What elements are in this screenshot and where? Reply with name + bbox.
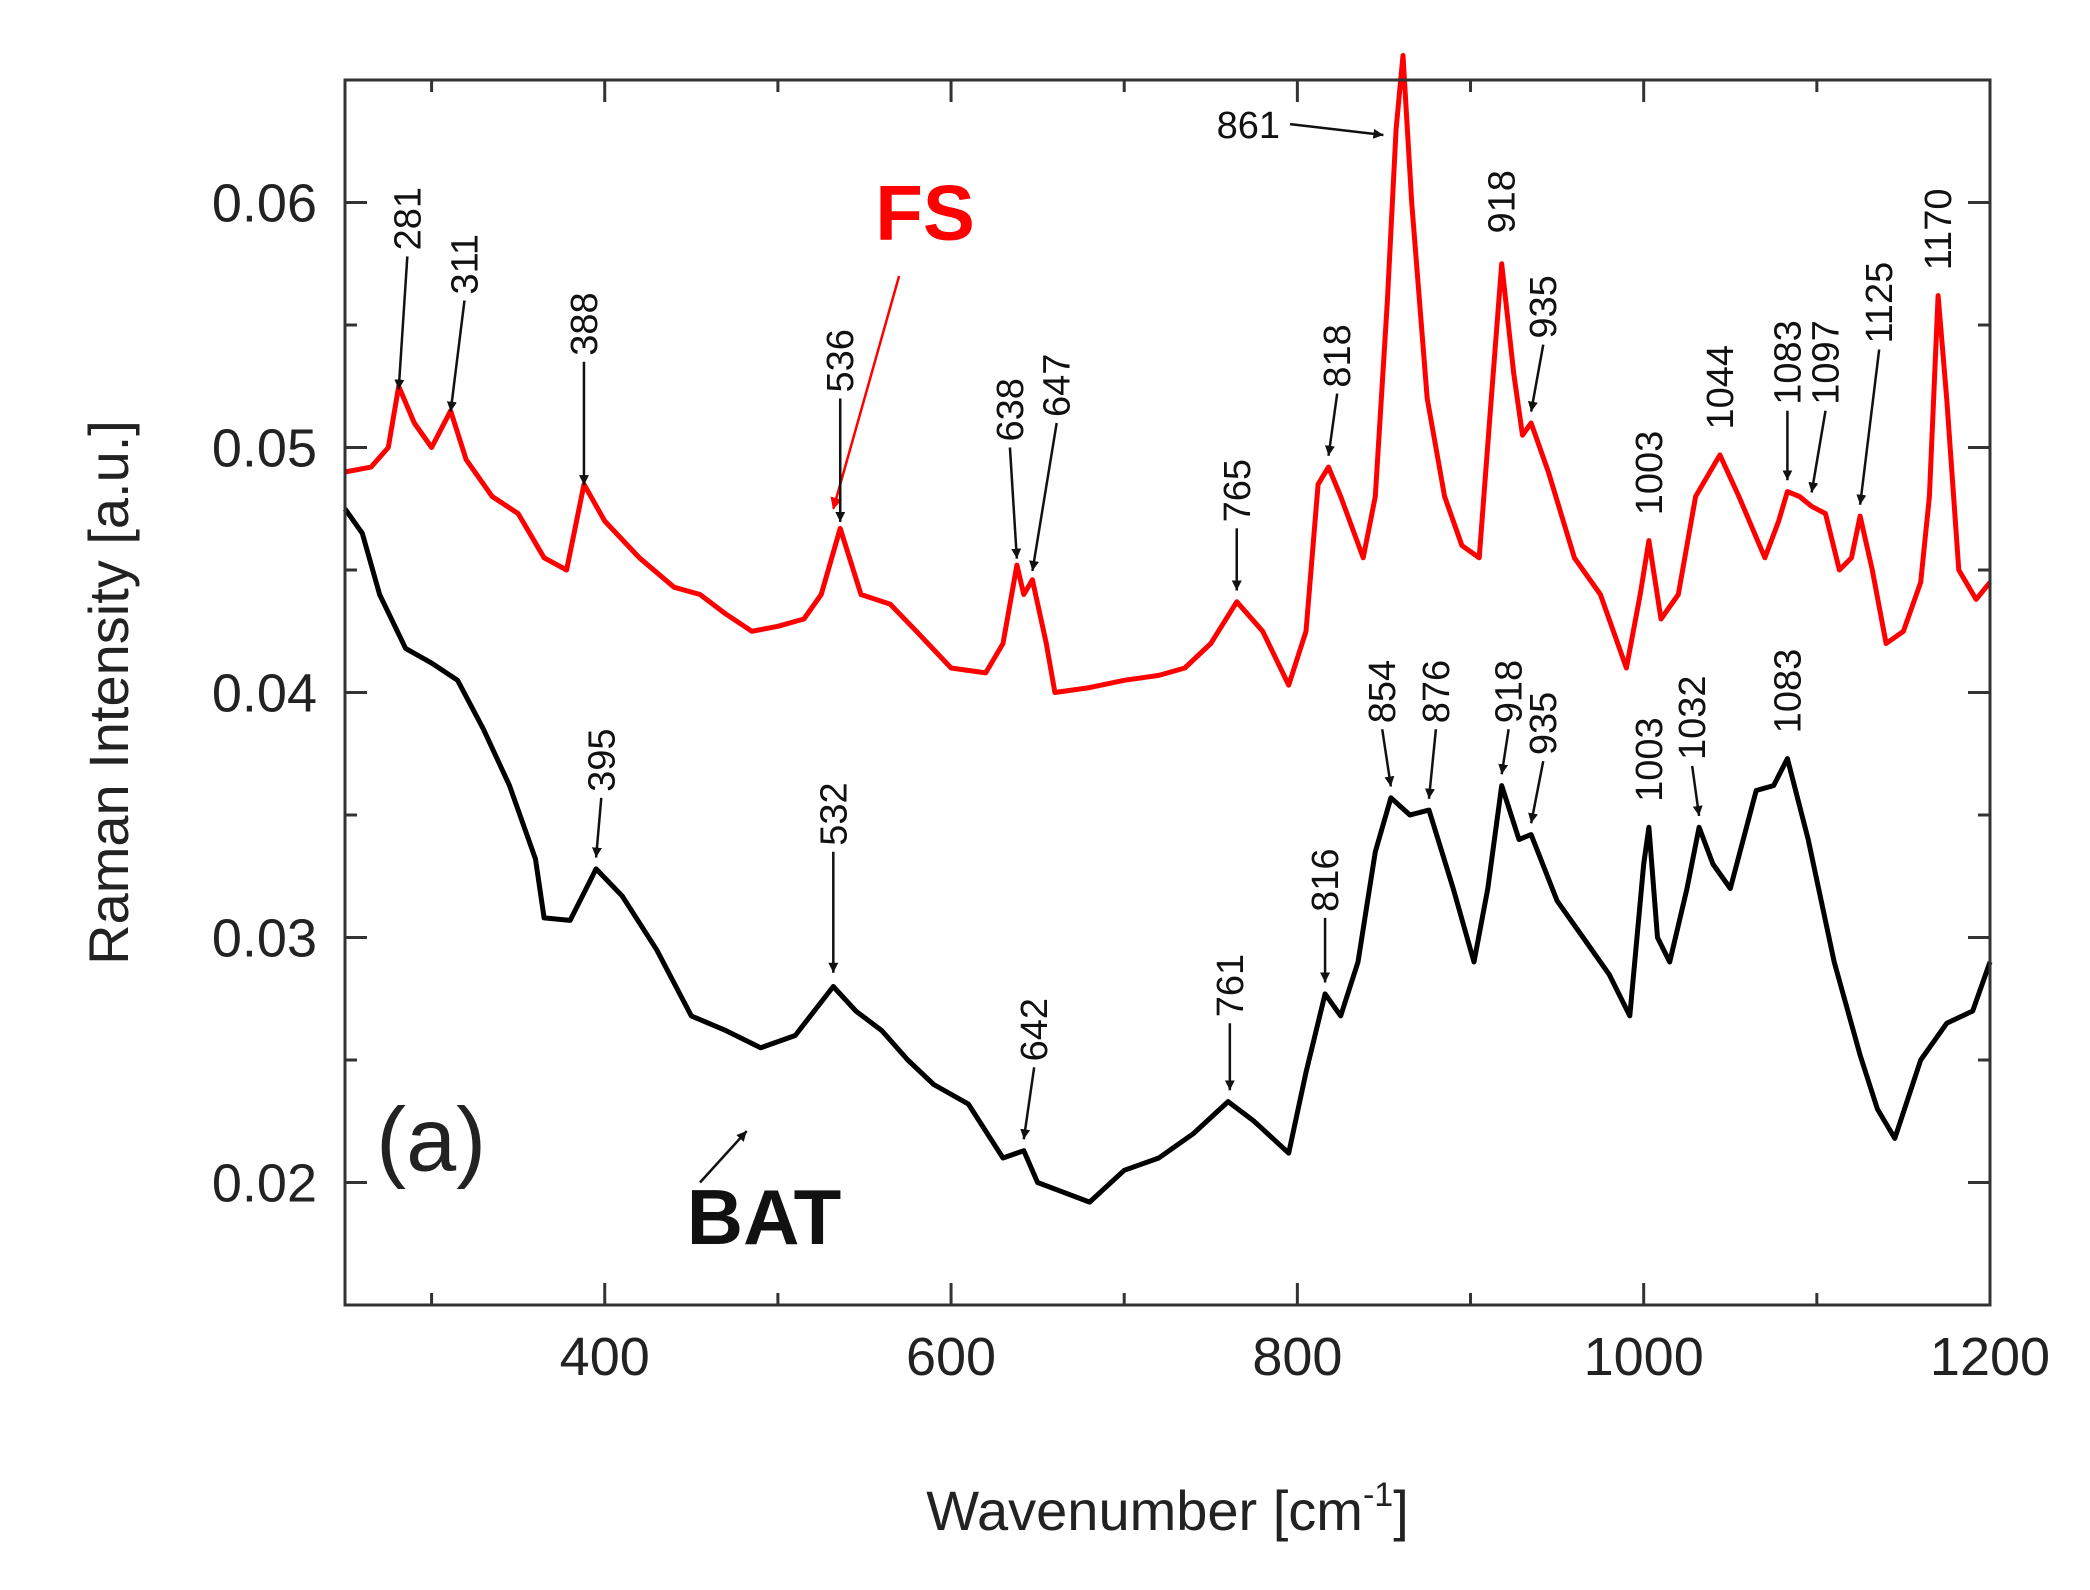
- peak-arrow: [1324, 393, 1339, 456]
- series-label-fs: FS: [875, 168, 975, 256]
- x-axis-label-main: Wavenumber [cm: [926, 1479, 1363, 1542]
- peak-label: 765: [1217, 459, 1259, 522]
- x-tick-label: 1000: [1584, 1327, 1704, 1387]
- peak-arrow: [591, 797, 603, 858]
- peak-arrow: [1498, 729, 1510, 775]
- peak-label: 1003: [1629, 717, 1671, 802]
- peak-label: 638: [990, 378, 1032, 441]
- peak-label: 876: [1416, 660, 1458, 723]
- peak-label: 1170: [1918, 189, 1960, 271]
- peak-label: 918: [1482, 170, 1524, 233]
- series-line-fs: [344, 53, 1992, 695]
- peak-label: 1032: [1672, 675, 1714, 760]
- peak-label: 854: [1362, 660, 1404, 723]
- peak-arrow: [1029, 422, 1058, 572]
- series-line-bat: [342, 507, 1993, 1205]
- peak-label: 935: [1523, 275, 1565, 338]
- y-tick-label: 0.03: [212, 909, 317, 969]
- y-tick-label: 0.02: [212, 1154, 317, 1214]
- peak-label: 1125: [1859, 262, 1901, 344]
- peak-label: 642: [1014, 998, 1056, 1061]
- plot-frame: [343, 78, 1992, 1307]
- peak-label: 1083: [1767, 320, 1809, 405]
- x-tick-label: 400: [560, 1327, 650, 1387]
- x-tick-label: 1200: [1930, 1327, 2050, 1387]
- y-tick-label: 0.06: [212, 174, 317, 234]
- peak-label: 818: [1317, 324, 1359, 387]
- peak-arrow: [394, 256, 409, 390]
- peak-arrow: [1020, 1067, 1036, 1140]
- y-tick-label: 0.05: [212, 419, 317, 479]
- peak-arrow: [1527, 344, 1545, 412]
- peak-label: 1003: [1629, 431, 1671, 516]
- peak-arrow: [1856, 349, 1881, 505]
- peak-arrow: [1424, 729, 1438, 799]
- peak-label: 395: [581, 728, 623, 791]
- peak-arrow: [1380, 729, 1395, 787]
- peak-label: 1097: [1806, 320, 1848, 405]
- y-axis-label: Raman Intensity [a.u.]: [77, 420, 140, 965]
- y-tick-label: 0.04: [212, 664, 317, 724]
- peak-label: 281: [387, 187, 429, 250]
- peak-label: 918: [1489, 660, 1531, 723]
- peak-label: 647: [1037, 354, 1079, 417]
- peak-arrow: [1690, 765, 1703, 817]
- peak-label: 816: [1305, 848, 1347, 911]
- peak-arrow: [1528, 760, 1545, 824]
- peak-label: 861: [1217, 105, 1280, 147]
- panel-label: (a): [376, 1090, 486, 1190]
- x-tick-label: 600: [906, 1327, 996, 1387]
- peak-arrow: [1289, 122, 1384, 139]
- series-label-arrow: [830, 275, 901, 510]
- series-label-bat: BAT: [687, 1173, 842, 1261]
- y-axis-ticks: 0.02 0.03 0.04 0.05 0.06: [212, 78, 1990, 1214]
- series-label-arrow: [699, 1130, 748, 1184]
- peak-label: 1044: [1700, 345, 1742, 430]
- x-tick-label: 800: [1252, 1327, 1342, 1387]
- peak-arrow: [1008, 447, 1022, 559]
- peak-arrow: [1808, 410, 1827, 493]
- peak-label: 536: [820, 329, 862, 392]
- peak-label: 311: [444, 234, 486, 295]
- peak-label: 532: [813, 782, 855, 845]
- peak-label: 1083: [1767, 649, 1809, 734]
- x-axis-label-sup: -1: [1363, 1476, 1393, 1514]
- peak-arrow: [446, 300, 466, 412]
- x-axis-ticks: 400 600 800 1000 1200: [430, 80, 2050, 1387]
- peak-label: 935: [1523, 692, 1565, 755]
- peak-label: 388: [564, 292, 606, 355]
- x-axis-label: Wavenumber [cm-1]: [926, 1476, 1409, 1542]
- peak-label: 761: [1210, 954, 1252, 1017]
- x-axis-label-end: ]: [1393, 1479, 1409, 1542]
